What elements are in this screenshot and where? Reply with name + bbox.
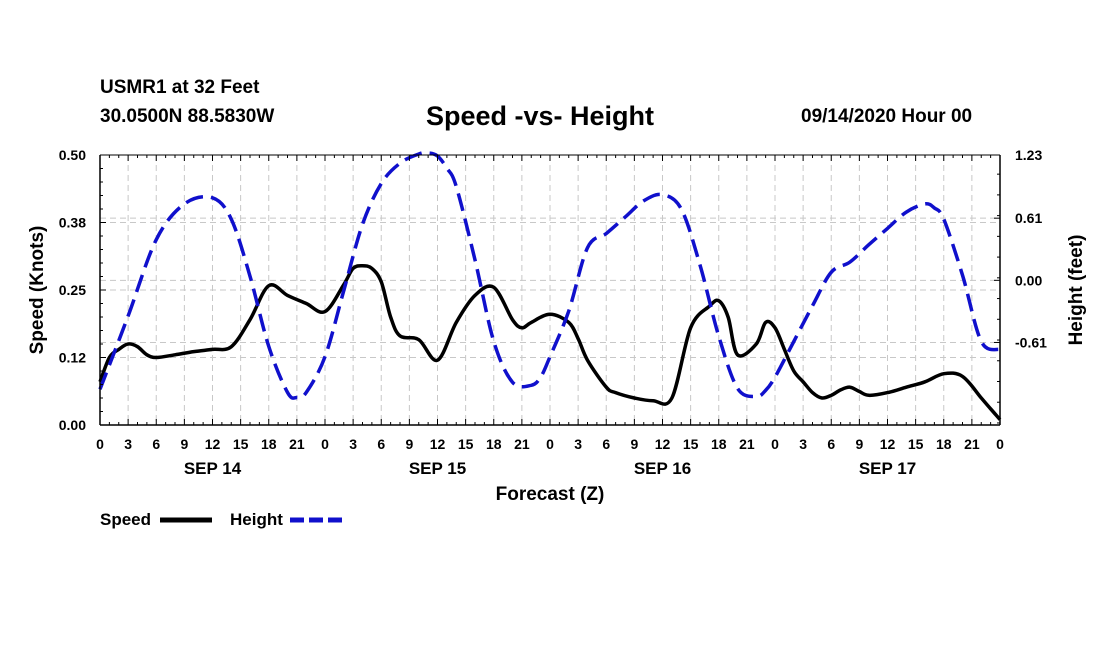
station-label: USMR1 at 32 Feet: [100, 77, 260, 98]
x-tick-label: 21: [964, 436, 980, 452]
x-tick-label: 15: [233, 436, 249, 452]
x-tick-label: 18: [486, 436, 502, 452]
x-tick-label: 6: [152, 436, 160, 452]
x-tick-label: 0: [996, 436, 1004, 452]
x-tick-label: 12: [880, 436, 896, 452]
y-right-tick-label: 0.61: [1015, 210, 1042, 226]
x-tick-label: 6: [377, 436, 385, 452]
date-label: 09/14/2020 Hour 00: [801, 106, 973, 127]
x-tick-label: 9: [855, 436, 863, 452]
axis-layer: 0 3 6 9 12 15 18 21 0 3 6 9 12 15 18 21 0 3 6 9 12 15 18 21 0 3 6 9…: [27, 147, 1087, 505]
x-tick-label: 0: [771, 436, 779, 452]
y-left-tick-label: 0.50: [59, 147, 86, 163]
speed-series-line: [98, 263, 1002, 421]
x-day-label: SEP 17: [859, 459, 916, 478]
legend-speed-label: Speed: [100, 510, 151, 529]
x-tick-label: 18: [261, 436, 277, 452]
x-axis-title: Forecast (Z): [496, 484, 605, 505]
legend-height-label: Height: [230, 510, 283, 529]
y-left-tick-label: 0.00: [59, 417, 86, 433]
x-tick-label: 0: [546, 436, 554, 452]
x-tick-label: 3: [799, 436, 807, 452]
y-left-tick-label: 0.25: [59, 282, 86, 298]
x-day-label: SEP 15: [409, 459, 466, 478]
x-tick-label: 12: [655, 436, 671, 452]
coordinates-label: 30.0500N 88.5830W: [100, 106, 275, 127]
x-tick-label: 18: [936, 436, 952, 452]
x-tick-label: 12: [430, 436, 446, 452]
grid-layer: [100, 155, 1000, 425]
x-tick-label: 6: [827, 436, 835, 452]
y-left-axis-title: Speed (Knots): [27, 226, 48, 355]
x-tick-label: 3: [574, 436, 582, 452]
x-tick-label: 18: [711, 436, 727, 452]
x-tick-label: 15: [908, 436, 924, 452]
x-tick-label: 0: [321, 436, 329, 452]
x-tick-label: 21: [739, 436, 755, 452]
y-right-tick-label: 0.00: [1015, 272, 1042, 288]
y-left-tick-label: 0.12: [59, 350, 86, 366]
x-tick-label: 6: [602, 436, 610, 452]
x-day-label: SEP 16: [634, 459, 691, 478]
x-tick-label: 21: [514, 436, 530, 452]
y-right-tick-label: 1.23: [1015, 147, 1042, 163]
x-tick-label: 21: [289, 436, 305, 452]
x-tick-label: 9: [630, 436, 638, 452]
y-right-tick-label: -0.61: [1015, 334, 1047, 350]
x-tick-label: 9: [180, 436, 188, 452]
legend: Speed Height: [100, 510, 342, 529]
y-left-tick-label: 0.38: [59, 215, 86, 231]
x-day-label: SEP 14: [184, 459, 242, 478]
x-tick-label: 3: [349, 436, 357, 452]
height-series-line: [98, 150, 1001, 400]
x-tick-label: 9: [405, 436, 413, 452]
x-tick-label: 0: [96, 436, 104, 452]
x-tick-label: 15: [458, 436, 474, 452]
chart-title: Speed -vs- Height: [426, 101, 655, 131]
y-right-axis-title: Height (feet): [1066, 235, 1087, 346]
x-tick-label: 3: [124, 436, 132, 452]
x-tick-label: 12: [205, 436, 221, 452]
x-tick-label: 15: [683, 436, 699, 452]
series-layer: [98, 150, 1002, 421]
